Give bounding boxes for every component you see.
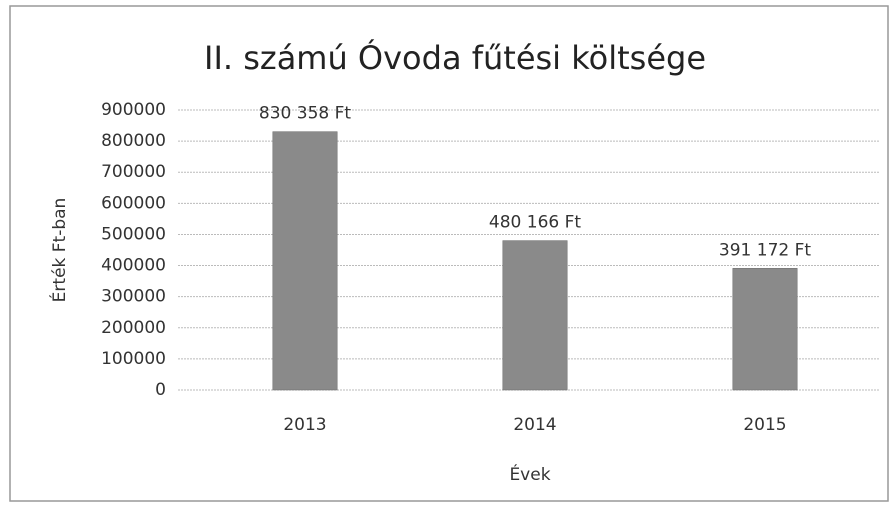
x-tick-label: 2013 [283,415,326,435]
data-label: 391 172 Ft [719,240,811,260]
y-tick-label: 300000 [101,287,166,307]
y-tick-label: 700000 [101,162,166,182]
y-tick-label: 0 [155,380,166,400]
y-tick-label: 200000 [101,318,166,338]
data-label: 830 358 Ft [259,104,351,124]
y-tick-label: 100000 [101,349,166,369]
bar [502,240,568,391]
bar [732,268,798,391]
y-tick-label: 900000 [101,100,166,120]
x-axis-label: Évek [509,463,550,485]
y-tick-label: 400000 [101,256,166,276]
y-tick-label: 500000 [101,224,166,244]
y-tick-label: 800000 [101,131,166,151]
chart-title: II. számú Óvoda fűtési költsége [204,38,706,77]
y-tick-label: 600000 [101,193,166,213]
data-label: 480 166 Ft [489,213,581,233]
chart-frame [9,5,889,502]
x-tick-label: 2015 [743,415,786,435]
x-tick-label: 2014 [513,415,556,435]
bar [272,131,338,391]
y-axis-label: Érték Ft-ban [48,198,70,303]
